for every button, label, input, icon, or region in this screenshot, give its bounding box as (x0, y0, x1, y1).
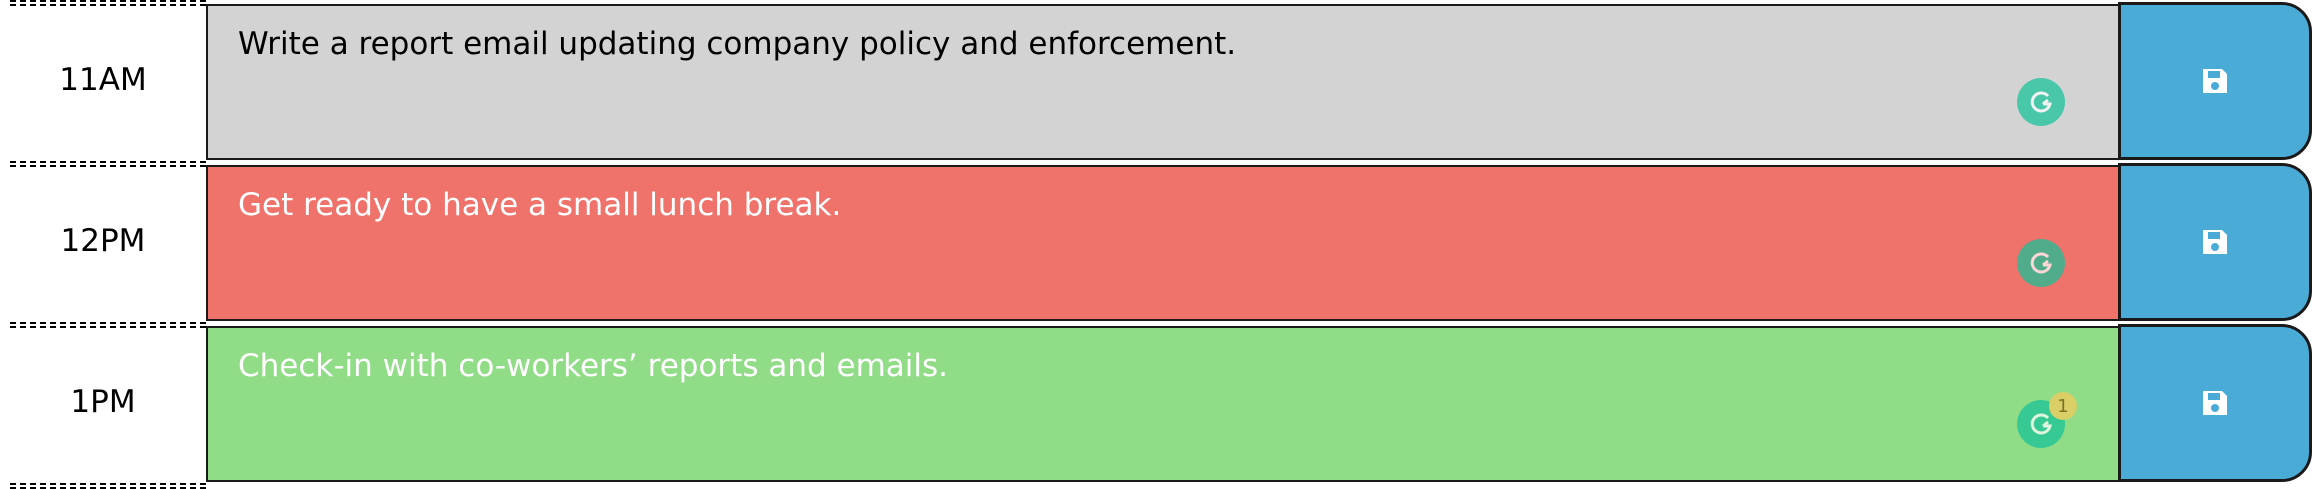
grammarly-g-glyph (2030, 91, 2052, 113)
hour-label: 12PM (60, 223, 146, 259)
row-divider (10, 161, 206, 167)
save-button[interactable] (2118, 163, 2312, 321)
grammarly-g-glyph (2030, 413, 2052, 435)
row-divider (10, 483, 206, 489)
row-divider (10, 0, 206, 6)
event-description-input[interactable]: Check-in with co-workers’ reports and em… (206, 326, 2118, 482)
time-block-row: 11AM Write a report email updating compa… (0, 0, 2317, 160)
event-description-input[interactable]: Get ready to have a small lunch break. (206, 165, 2118, 321)
hour-label: 1PM (70, 384, 136, 420)
floppy-disk-icon (2203, 391, 2227, 415)
time-block-row: 12PM Get ready to have a small lunch bre… (0, 161, 2317, 321)
save-button[interactable] (2118, 324, 2312, 482)
floppy-disk-icon (2203, 69, 2227, 93)
floppy-disk-icon (2203, 230, 2227, 254)
grammarly-icon[interactable] (2017, 239, 2065, 287)
time-block-row: 1PM Check-in with co-workers’ reports an… (0, 322, 2317, 482)
time-block-row-partial (0, 483, 2317, 489)
grammarly-icon[interactable] (2017, 78, 2065, 126)
hour-label: 11AM (59, 62, 147, 98)
grammarly-icon[interactable]: 1 (2017, 392, 2077, 448)
save-button[interactable] (2118, 2, 2312, 160)
row-divider (10, 322, 206, 328)
grammarly-issue-count-badge: 1 (2049, 392, 2077, 420)
grammarly-g-glyph (2030, 252, 2052, 274)
event-description-input[interactable]: Write a report email updating company po… (206, 4, 2118, 160)
